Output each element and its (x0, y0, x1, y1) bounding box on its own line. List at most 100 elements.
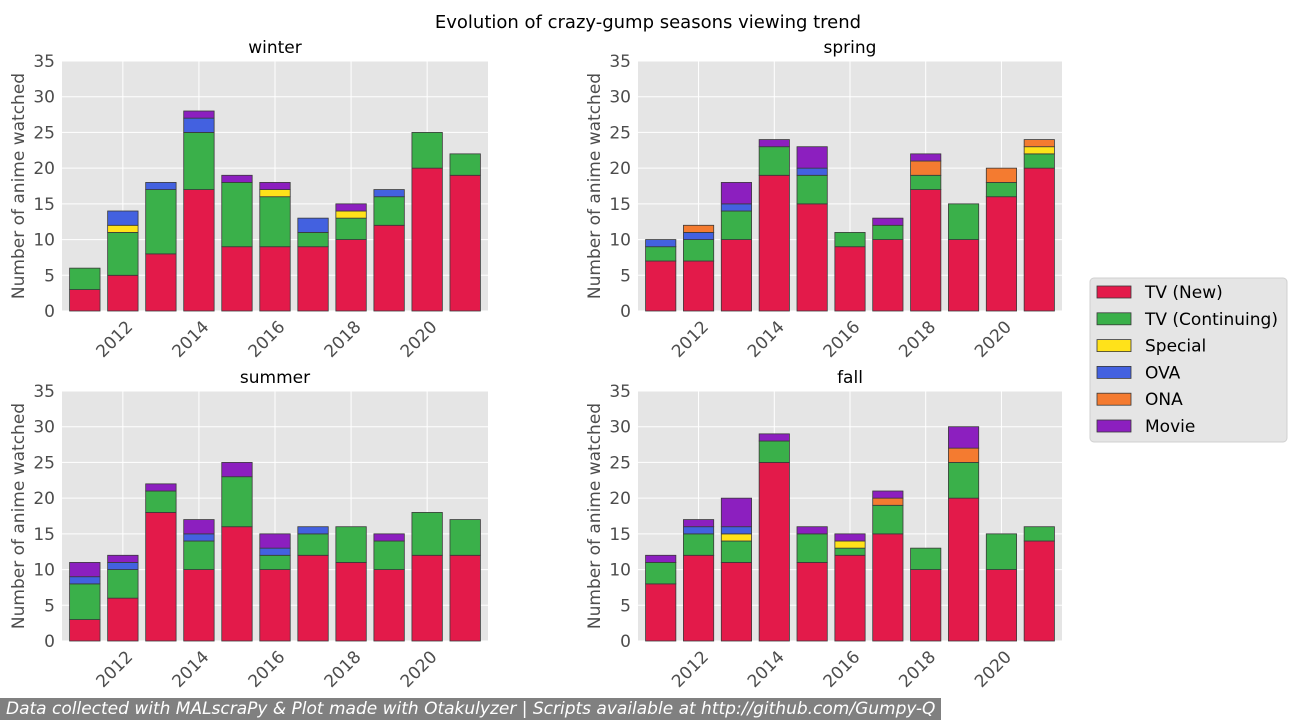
bar-segment (373, 224, 405, 312)
bar-segment (872, 497, 904, 506)
y-tick-label: 30 (33, 418, 55, 438)
bar-segment (449, 554, 481, 642)
panel-summer: 0 5 10 15 20 25 30 35 2012 2014 2016 2018 2020 summer… (9, 368, 488, 692)
bar-segment (373, 189, 405, 198)
bar-segment (107, 232, 139, 276)
y-axis-label: Number of anime watched (9, 403, 29, 629)
bar-segment (373, 533, 405, 542)
x-tick-label: 2014 (169, 647, 214, 692)
bar-segment (910, 174, 942, 190)
bar-segment (335, 217, 367, 240)
bar-segment (259, 547, 291, 556)
bar-segment (145, 253, 177, 312)
bar-segment (683, 533, 715, 556)
bar-segment (910, 547, 942, 570)
y-tick-label: 20 (33, 489, 55, 509)
y-tick-label: 25 (33, 453, 55, 473)
y-tick-label: 20 (33, 159, 55, 179)
bar-segment (834, 533, 866, 542)
bar-segment (183, 117, 215, 133)
x-tick-label: 2020 (971, 317, 1016, 362)
bar-segment (69, 562, 101, 578)
bar-segment (796, 174, 828, 205)
legend-box (1089, 277, 1288, 443)
figure-title: Evolution of crazy-gump seasons viewing … (435, 12, 861, 33)
bar-segment (796, 203, 828, 312)
bar-segment (683, 526, 715, 535)
legend-swatch (1096, 285, 1132, 299)
bar-segment (720, 533, 752, 542)
bar-segment (183, 132, 215, 190)
bar-segment (834, 232, 866, 248)
x-tick-label: 2012 (668, 317, 713, 362)
x-tick-label: 2012 (668, 647, 713, 692)
y-tick-label: 15 (609, 525, 631, 545)
bar-segment (1023, 526, 1055, 542)
y-tick-label: 15 (33, 195, 55, 215)
bar-segment (145, 512, 177, 642)
bar-segment (985, 182, 1017, 198)
bar-segment (683, 224, 715, 233)
bar-segment (107, 274, 139, 312)
y-tick-label: 20 (609, 489, 631, 509)
y-axis-label: Number of anime watched (585, 403, 605, 629)
bar-segment (449, 174, 481, 312)
y-tick-label: 0 (44, 632, 55, 652)
bar-segment (1023, 540, 1055, 642)
x-tick-label: 2016 (245, 317, 290, 362)
bar-segment (221, 476, 253, 528)
bar-segment (720, 540, 752, 563)
y-tick-label: 35 (609, 382, 631, 402)
y-tick-label: 10 (609, 231, 631, 251)
bar-segment (183, 110, 215, 119)
bar-segment (720, 182, 752, 205)
bar-segment (107, 210, 139, 226)
bar-segment (297, 554, 329, 642)
y-tick-label: 25 (33, 123, 55, 143)
bar-segment (411, 554, 443, 642)
bar-segment (720, 526, 752, 535)
bar-segment (297, 533, 329, 556)
bar-segment (948, 447, 980, 463)
bar-segment (720, 210, 752, 240)
bar-segment (221, 526, 253, 642)
bar-segment (335, 526, 367, 563)
bar-segment (948, 239, 980, 312)
y-axis-label: Number of anime watched (585, 73, 605, 299)
y-tick-label: 35 (33, 52, 55, 72)
bar-segment (69, 619, 101, 642)
subplot-title: summer (240, 368, 310, 388)
x-tick-label: 2018 (895, 647, 940, 692)
legend-label: Movie (1145, 417, 1195, 437)
y-tick-label: 30 (609, 88, 631, 108)
bar-segment (259, 196, 291, 248)
bar-segment (948, 462, 980, 499)
bar-segment (335, 210, 367, 219)
x-tick-label: 2012 (92, 647, 137, 692)
bar-segment (645, 239, 677, 248)
bar-segment (645, 246, 677, 262)
bar-segment (910, 160, 942, 176)
bar-segment (259, 569, 291, 642)
bar-segment (107, 224, 139, 233)
bar-segment (683, 239, 715, 262)
bar-segment (985, 533, 1017, 570)
legend-swatch (1096, 419, 1132, 433)
y-tick-label: 25 (609, 123, 631, 143)
bar-segment (720, 497, 752, 528)
bar-segment (1023, 146, 1055, 155)
x-tick-label: 2014 (169, 317, 214, 362)
legend-label: TV (Continuing) (1144, 310, 1278, 330)
legend-swatch (1096, 365, 1132, 379)
subplot-title: spring (824, 38, 877, 58)
bar-segment (221, 174, 253, 183)
bar-segment (145, 182, 177, 190)
y-tick-label: 15 (33, 525, 55, 545)
bar-segment (683, 519, 715, 528)
panel-spring: 0 5 10 15 20 25 30 35 2012 2014 2016 2018 2020 spring… (585, 38, 1062, 362)
x-tick-label: 2018 (321, 317, 366, 362)
bar-segment (145, 490, 177, 513)
y-tick-label: 35 (609, 52, 631, 72)
legend-swatch (1096, 392, 1132, 406)
bar-segment (872, 239, 904, 312)
